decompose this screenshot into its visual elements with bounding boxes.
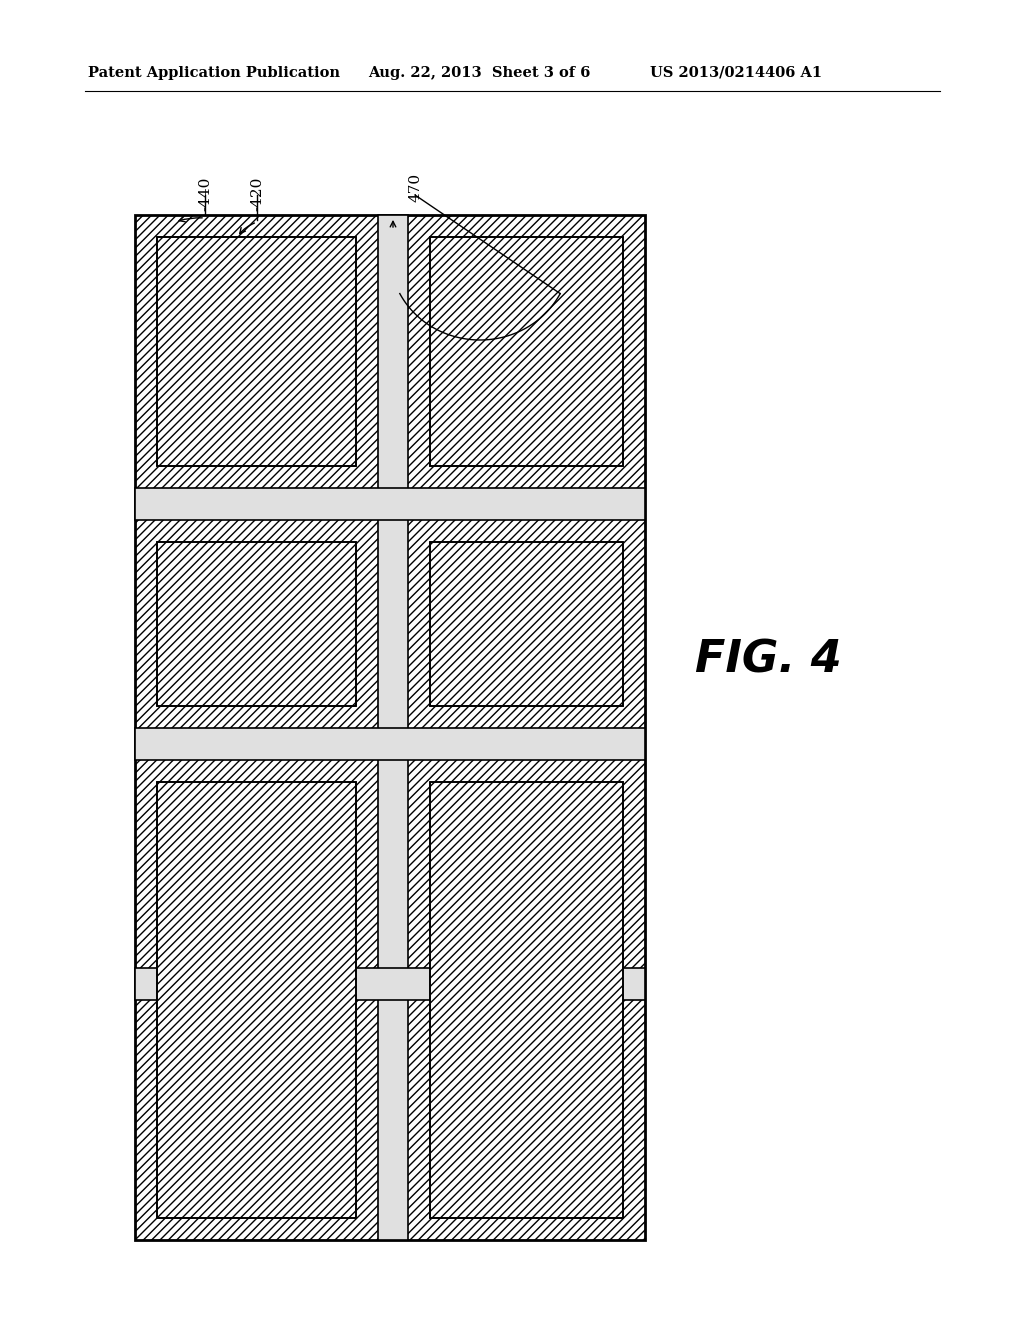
Bar [378, 215, 408, 1239]
Bar [135, 488, 645, 520]
Text: FIG. 4: FIG. 4 [695, 639, 842, 681]
Bar [430, 238, 623, 466]
Text: Aug. 22, 2013  Sheet 3 of 6: Aug. 22, 2013 Sheet 3 of 6 [368, 66, 591, 81]
Bar [430, 238, 623, 466]
Bar [135, 215, 645, 1239]
Text: -440: -440 [198, 177, 212, 211]
Bar [157, 543, 356, 706]
Bar [157, 238, 356, 466]
Text: US 2013/0214406 A1: US 2013/0214406 A1 [650, 66, 822, 81]
Bar [157, 781, 356, 1218]
Bar [135, 729, 645, 760]
Bar [430, 781, 623, 1218]
Text: 470: 470 [408, 173, 422, 202]
Bar [430, 543, 623, 706]
Bar [157, 238, 356, 466]
Bar [135, 968, 645, 1001]
Text: Patent Application Publication: Patent Application Publication [88, 66, 340, 81]
Bar [430, 543, 623, 706]
Bar [430, 781, 623, 1218]
Text: -420: -420 [250, 177, 264, 211]
Bar [157, 543, 356, 706]
Bar [157, 781, 356, 1218]
